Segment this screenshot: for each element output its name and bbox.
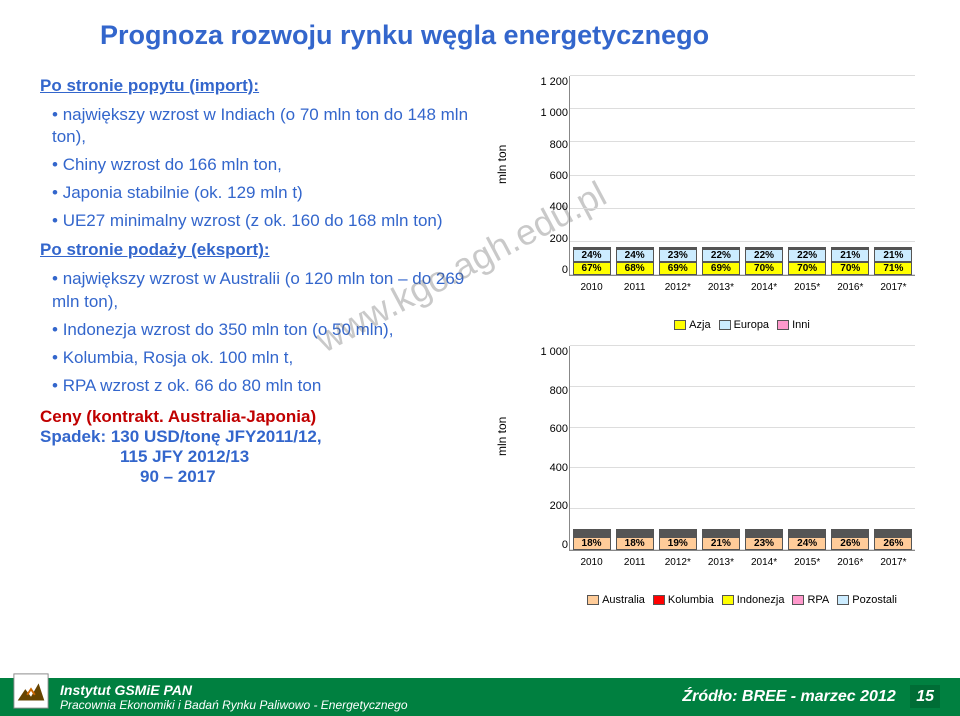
y-axis-label: mln ton [495, 144, 509, 183]
bullet: • UE27 minimalny wzrost (z ok. 160 do 16… [52, 210, 495, 232]
bullet: • Japonia stabilnie (ok. 129 mln t) [52, 182, 495, 204]
demand-heading: Po stronie popytu (import): [40, 76, 495, 96]
footer-bar: Instytut GSMiE PAN Pracownia Ekonomiki i… [0, 678, 960, 716]
y-axis-ticks: 1 2001 0008006004002000 [533, 76, 568, 276]
page-number: 15 [910, 685, 940, 708]
institute-logo-icon [12, 672, 50, 710]
bullet: • RPA wzrost z ok. 66 do 80 mln ton [52, 375, 495, 397]
demand-chart: mln ton 1 2001 0008006004002000 67%24%20… [505, 76, 920, 331]
page-title: Prognoza rozwoju rynku węgla energetyczn… [100, 20, 920, 51]
supply-chart: mln ton 1 0008006004002000 18%201018%201… [505, 346, 920, 606]
contract-line: 115 JFY 2012/13 [120, 447, 495, 467]
footer-source: Źródło: BREE - marzec 2012 [682, 688, 895, 705]
y-axis-label: mln ton [495, 417, 509, 456]
supply-heading: Po stronie podaży (eksport): [40, 240, 495, 260]
text-column: Po stronie popytu (import): • największy… [40, 76, 495, 606]
chart-plot-area: 18%201018%201119%2012*21%2013*23%2014*24… [569, 346, 915, 551]
footer-institute: Instytut GSMiE PAN [60, 682, 408, 698]
chart-plot-area: 67%24%201068%24%201169%23%2012*69%22%201… [569, 76, 915, 276]
footer-department: Pracownia Ekonomiki i Badań Rynku Paliwo… [60, 698, 408, 712]
chart-legend: AzjaEuropaInni [569, 319, 915, 331]
contract-line: Spadek: 130 USD/tonę JFY2011/12, [40, 427, 495, 447]
contract-line: 90 – 2017 [140, 467, 495, 487]
bullet: • Indonezja wzrost do 350 mln ton (o 50 … [52, 319, 495, 341]
bullet: • największy wzrost w Indiach (o 70 mln … [52, 104, 495, 148]
contract-heading: Ceny (kontrakt. Australia-Japonia) [40, 407, 495, 427]
bullet: • największy wzrost w Australii (o 120 m… [52, 268, 495, 312]
y-axis-ticks: 1 0008006004002000 [533, 346, 568, 551]
bullet: • Kolumbia, Rosja ok. 100 mln t, [52, 347, 495, 369]
chart-legend: AustraliaKolumbiaIndonezjaRPAPozostali [569, 594, 915, 606]
bullet: • Chiny wzrost do 166 mln ton, [52, 154, 495, 176]
